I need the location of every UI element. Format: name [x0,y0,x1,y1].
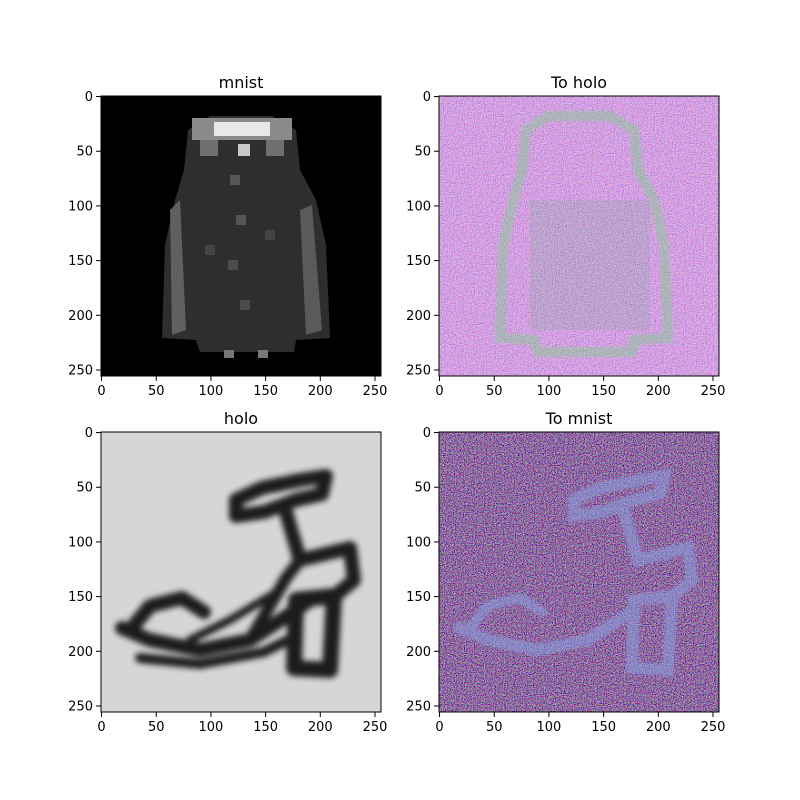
image-mnist [101,96,381,376]
y-tick-label: 250 [68,699,93,714]
image-to-holo [439,96,719,376]
panel-to-holo: To holo 0 50 100 150 200 250 0 50 100 150 200 250 [406,73,725,399]
y-tick-label: 100 [406,199,431,214]
x-tick-label: 200 [308,384,333,399]
panel-title: holo [224,409,258,428]
y-tick-label: 250 [406,699,431,714]
x-tick-label: 200 [308,720,333,735]
x-tick-label: 250 [363,720,388,735]
panel-mnist: mnist 0 50 100 150 200 250 0 50 100 [68,73,387,399]
x-tick-label: 100 [199,384,224,399]
y-tick-label: 100 [68,535,93,550]
y-tick-label: 200 [68,645,93,660]
y-tick-label: 150 [406,254,431,269]
image-to-mnist [439,432,719,712]
x-tick-label: 0 [435,384,443,399]
x-tick-label: 200 [646,384,671,399]
x-tick-label: 250 [701,384,726,399]
y-tick-label: 150 [406,590,431,605]
panel-title: To holo [550,73,607,92]
x-tick-label: 50 [148,384,165,399]
y-tick-label: 200 [406,309,431,324]
y-tick-label: 0 [85,90,93,105]
x-tick-label: 100 [199,720,224,735]
y-tick-label: 250 [68,363,93,378]
y-tick-label: 0 [423,426,431,441]
y-tick-label: 250 [406,363,431,378]
panel-title: mnist [219,73,264,92]
x-tick-label: 50 [148,720,165,735]
x-tick-label: 150 [253,720,278,735]
x-tick-label: 100 [537,384,562,399]
y-tick-label: 50 [76,145,93,160]
x-tick-label: 150 [591,720,616,735]
x-tick-label: 150 [591,384,616,399]
y-tick-label: 50 [414,481,431,496]
x-tick-label: 50 [486,384,503,399]
y-tick-label: 200 [68,309,93,324]
y-tick-label: 50 [414,145,431,160]
x-tick-label: 50 [486,720,503,735]
panel-title: To mnist [545,409,613,428]
image-holo [101,432,381,712]
panel-to-mnist: To mnist 0 50 100 150 200 250 0 50 100 150 200 250 [406,409,725,735]
y-tick-label: 0 [423,90,431,105]
y-tick-label: 150 [68,590,93,605]
y-tick-label: 200 [406,645,431,660]
x-tick-label: 0 [97,384,105,399]
x-tick-label: 0 [97,720,105,735]
x-tick-label: 100 [537,720,562,735]
x-tick-label: 0 [435,720,443,735]
y-tick-label: 100 [406,535,431,550]
x-tick-label: 250 [701,720,726,735]
x-tick-label: 250 [363,384,388,399]
y-tick-label: 0 [85,426,93,441]
y-tick-label: 100 [68,199,93,214]
y-tick-label: 50 [76,481,93,496]
y-tick-label: 150 [68,254,93,269]
x-tick-label: 150 [253,384,278,399]
x-tick-label: 200 [646,720,671,735]
